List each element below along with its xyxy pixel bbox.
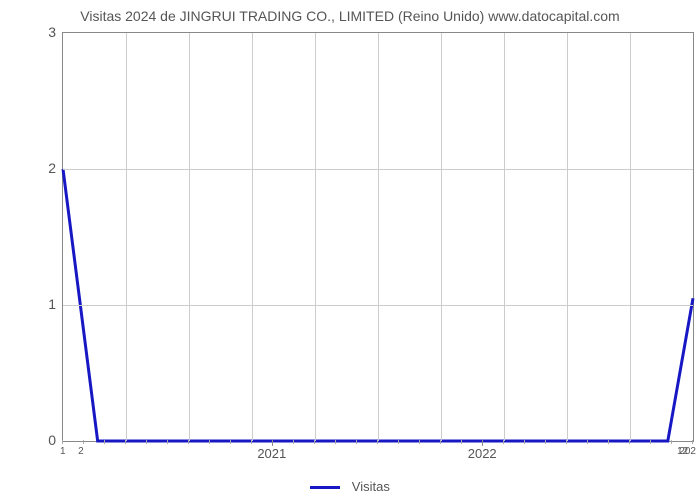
legend-swatch [310, 486, 340, 489]
x-tick-label: 2022 [468, 446, 497, 461]
x-tick-major [482, 440, 483, 446]
x-end-label: 2 [78, 446, 84, 457]
x-tick-minor [608, 440, 609, 444]
gridline-vertical [252, 33, 253, 441]
x-tick-minor [104, 440, 105, 444]
gridline-vertical [504, 33, 505, 441]
x-tick-minor [566, 440, 567, 444]
x-tick-minor [398, 440, 399, 444]
x-tick-minor [671, 440, 672, 444]
x-tick-minor [62, 440, 63, 444]
x-tick-minor [503, 440, 504, 444]
x-tick-minor [461, 440, 462, 444]
gridline-vertical [315, 33, 316, 441]
legend: Visitas [0, 479, 700, 494]
x-tick-minor [188, 440, 189, 444]
x-tick-label: 2021 [257, 446, 286, 461]
gridline-vertical [441, 33, 442, 441]
plot-area [62, 32, 694, 442]
x-tick-minor [83, 440, 84, 444]
gridline-vertical [567, 33, 568, 441]
x-tick-minor [146, 440, 147, 444]
chart-title: Visitas 2024 de JINGRUI TRADING CO., LIM… [0, 8, 700, 24]
y-tick-label: 2 [36, 160, 56, 176]
x-end-label: 1 [60, 446, 66, 457]
x-tick-minor [356, 440, 357, 444]
x-tick-minor [545, 440, 546, 444]
x-tick-minor [629, 440, 630, 444]
x-tick-minor [692, 440, 693, 444]
chart-container: Visitas 2024 de JINGRUI TRADING CO., LIM… [0, 8, 700, 500]
x-tick-minor [293, 440, 294, 444]
x-tick-minor [251, 440, 252, 444]
gridline-vertical [189, 33, 190, 441]
legend-label: Visitas [352, 479, 390, 494]
gridline-vertical [378, 33, 379, 441]
y-tick-label: 1 [36, 296, 56, 312]
x-tick-minor [209, 440, 210, 444]
x-tick-minor [440, 440, 441, 444]
x-tick-minor [335, 440, 336, 444]
x-tick-minor [650, 440, 651, 444]
x-tick-minor [167, 440, 168, 444]
gridline-vertical [630, 33, 631, 441]
x-tick-minor [377, 440, 378, 444]
x-tick-minor [125, 440, 126, 444]
x-tick-minor [419, 440, 420, 444]
x-end-label: 202 [679, 446, 696, 457]
y-tick-label: 3 [36, 24, 56, 40]
x-tick-minor [587, 440, 588, 444]
x-tick-minor [230, 440, 231, 444]
x-tick-minor [314, 440, 315, 444]
gridline-vertical [126, 33, 127, 441]
x-tick-minor [524, 440, 525, 444]
x-tick-major [272, 440, 273, 446]
y-tick-label: 0 [36, 432, 56, 448]
